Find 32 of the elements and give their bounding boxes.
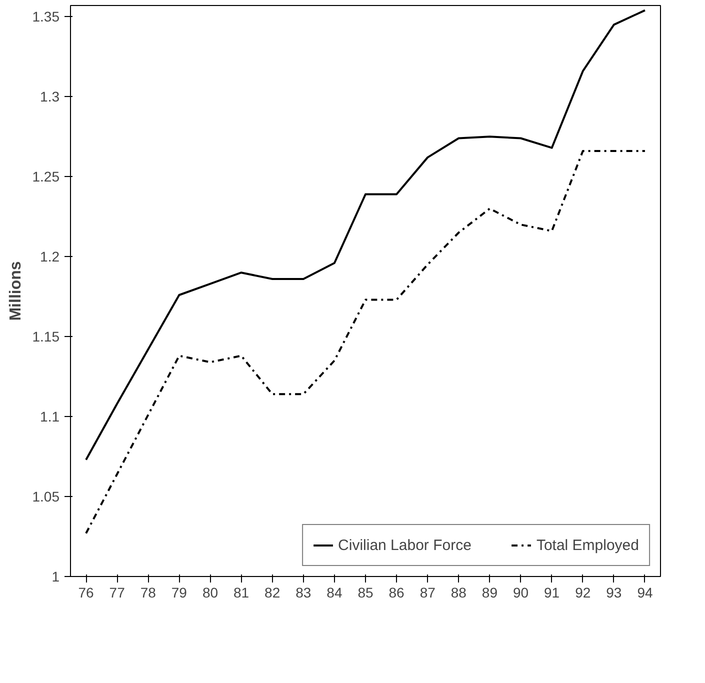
x-tick-label: 81 bbox=[234, 584, 250, 600]
x-tick-label: 90 bbox=[512, 584, 529, 600]
legend-label: Civilian Labor Force bbox=[338, 536, 472, 554]
x-tick-label: 79 bbox=[171, 584, 188, 600]
line-series bbox=[85, 150, 646, 534]
x-tick-label: 85 bbox=[358, 584, 374, 600]
x-tick-label: 91 bbox=[544, 584, 560, 600]
x-tick-label: 93 bbox=[606, 584, 622, 600]
y-tick-label: 1.15 bbox=[32, 328, 60, 345]
y-axis-title: Millions bbox=[7, 261, 24, 321]
x-tick-label: 92 bbox=[575, 584, 591, 600]
x-tick-label: 82 bbox=[264, 584, 280, 600]
y-tick-label: 1.25 bbox=[32, 168, 60, 185]
x-tick-label: 94 bbox=[637, 584, 653, 600]
y-tick-label: 1.3 bbox=[40, 88, 60, 105]
y-tick-label: 1 bbox=[52, 568, 60, 584]
x-tick-label: 80 bbox=[202, 584, 218, 600]
x-tick-label: 88 bbox=[450, 584, 467, 600]
x-tick-label: 83 bbox=[296, 584, 312, 600]
y-tick-label: 1.2 bbox=[40, 248, 60, 265]
legend-label: Total Employed bbox=[536, 536, 639, 554]
y-tick-label: 1.05 bbox=[32, 488, 60, 505]
x-tick-label: 84 bbox=[326, 584, 342, 600]
x-tick-label: 87 bbox=[420, 584, 436, 600]
y-tick-label: 1.35 bbox=[32, 8, 60, 25]
y-tick-label: 1.1 bbox=[40, 408, 60, 425]
x-tick-label: 86 bbox=[388, 584, 405, 600]
x-tick-label: 78 bbox=[140, 584, 156, 600]
x-tick-label: 77 bbox=[109, 584, 126, 600]
x-tick-label: 89 bbox=[482, 584, 498, 600]
line-series bbox=[85, 9, 646, 461]
x-tick-label: 76 bbox=[78, 584, 94, 600]
